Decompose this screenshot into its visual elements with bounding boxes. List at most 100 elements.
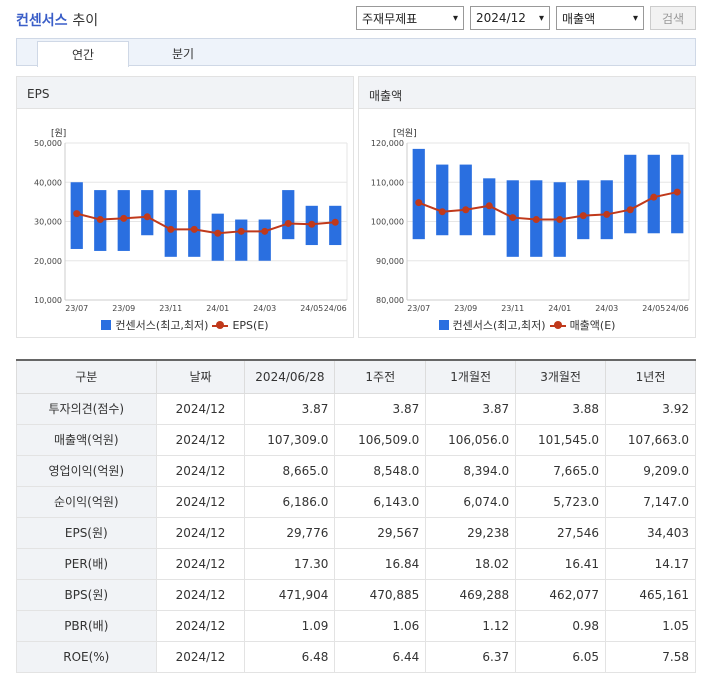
estimate-point bbox=[261, 227, 269, 235]
table-header-row: 구분 날짜 2024/06/28 1주전 1개월전 3개월전 1년전 bbox=[16, 359, 696, 394]
legend-range-label: 컨센서스(최고,최저) bbox=[115, 319, 209, 332]
x-tick-label: 24/03 bbox=[595, 304, 618, 313]
x-tick-label: 24/06 bbox=[666, 304, 689, 313]
estimate-point bbox=[626, 206, 634, 214]
estimate-point bbox=[650, 193, 658, 201]
table-row: 매출액(억원) 2024/12 107,309.0 106,509.0 106,056.… bbox=[16, 423, 696, 456]
x-tick-label: 23/09 bbox=[454, 304, 477, 313]
range-bar bbox=[436, 164, 449, 236]
row-value: 465,161 bbox=[605, 578, 696, 611]
tab-quarterly[interactable]: 분기 bbox=[171, 47, 195, 61]
x-tick-label: 24/05 bbox=[300, 304, 323, 313]
row-value: 6.37 bbox=[425, 640, 517, 673]
range-bar bbox=[211, 213, 224, 261]
row-value: 106,509.0 bbox=[334, 423, 427, 456]
eps-chart-legend: 컨센서스(최고,최저) EPS(E) bbox=[17, 317, 353, 333]
title-brand: 컨센서스 bbox=[16, 13, 68, 29]
estimate-point bbox=[485, 202, 493, 210]
row-value: 6,143.0 bbox=[334, 485, 427, 518]
estimate-point bbox=[73, 210, 81, 218]
estimate-point bbox=[556, 216, 564, 224]
row-date: 2024/12 bbox=[155, 516, 246, 549]
revenue-chart: [억원]120,000110,000100,00090,00080,00023/… bbox=[371, 127, 690, 313]
tab-annual[interactable]: 연간 bbox=[37, 41, 129, 67]
row-label: 투자의견(점수) bbox=[16, 392, 157, 425]
row-value: 17.30 bbox=[244, 547, 336, 580]
row-label: PBR(배) bbox=[16, 609, 157, 642]
estimate-point bbox=[462, 206, 470, 214]
row-value: 29,238 bbox=[425, 516, 517, 549]
revenue-chart-panel: 매출액 [억원] 120,000 110,000 100,000 90,000 80,00… bbox=[358, 76, 696, 338]
estimate-line bbox=[76, 212, 336, 235]
estimate-point bbox=[509, 214, 517, 222]
row-label: 영업이익(억원) bbox=[16, 454, 157, 487]
row-value: 6.05 bbox=[515, 640, 607, 673]
row-label: ROE(%) bbox=[16, 640, 157, 673]
legend-line-swatch bbox=[549, 321, 566, 329]
col-header: 1주전 bbox=[334, 359, 427, 394]
col-header: 2024/06/28 bbox=[244, 359, 336, 394]
row-value: 107,663.0 bbox=[605, 423, 696, 456]
controls: 주재무제표 ▾ 2024/12 ▾ 매출액 ▾ 검색 bbox=[356, 6, 696, 30]
metric-value: 매출액 bbox=[562, 11, 596, 26]
col-header: 1년전 bbox=[605, 359, 696, 394]
estimate-point bbox=[579, 212, 587, 220]
x-tick-label: 23/07 bbox=[407, 304, 430, 313]
table-row: 투자의견(점수) 2024/12 3.87 3.87 3.87 3.88 3.92 bbox=[16, 392, 696, 425]
range-bar bbox=[624, 154, 637, 234]
row-value: 29,567 bbox=[334, 516, 427, 549]
estimate-point bbox=[673, 188, 681, 196]
row-value: 8,394.0 bbox=[425, 454, 517, 487]
estimate-point bbox=[237, 227, 245, 235]
y-axis-label: [억원] bbox=[393, 127, 417, 139]
estimate-point bbox=[190, 225, 198, 233]
row-label: BPS(원) bbox=[16, 578, 157, 611]
page-title: 컨센서스 추이 bbox=[16, 10, 98, 30]
row-value: 1.05 bbox=[605, 609, 696, 642]
row-value: 5,723.0 bbox=[515, 485, 607, 518]
row-value: 101,545.0 bbox=[515, 423, 607, 456]
col-header: 3개월전 bbox=[515, 359, 607, 394]
metric-select[interactable]: 매출액 ▾ bbox=[556, 6, 644, 30]
row-date: 2024/12 bbox=[155, 423, 246, 456]
y-axis-label: [원] bbox=[51, 128, 66, 139]
estimate-point bbox=[415, 199, 423, 207]
row-value: 3.87 bbox=[334, 392, 427, 425]
legend-line-swatch bbox=[212, 321, 229, 329]
legend-line-label: 매출액(E) bbox=[569, 319, 616, 332]
col-header: 1개월전 bbox=[425, 359, 517, 394]
y-tick-label: 100,000 bbox=[371, 218, 404, 227]
search-button[interactable]: 검색 bbox=[650, 6, 696, 30]
table-row: PBR(배) 2024/12 1.09 1.06 1.12 0.98 1.05 bbox=[16, 609, 696, 642]
row-date: 2024/12 bbox=[155, 640, 246, 673]
row-label: PER(배) bbox=[16, 547, 157, 580]
y-tick-label: 10,000 bbox=[34, 296, 62, 305]
row-value: 462,077 bbox=[515, 578, 607, 611]
statement-type-select[interactable]: 주재무제표 ▾ bbox=[356, 6, 464, 30]
legend-line-label: EPS(E) bbox=[232, 318, 269, 332]
y-tick-label: 50,000 bbox=[34, 139, 62, 148]
row-value: 1.12 bbox=[425, 609, 517, 642]
row-date: 2024/12 bbox=[155, 454, 246, 487]
row-value: 14.17 bbox=[605, 547, 696, 580]
row-value: 7.58 bbox=[605, 640, 696, 673]
y-tick-label: 80,000 bbox=[376, 296, 404, 305]
row-value: 3.88 bbox=[515, 392, 607, 425]
row-value: 27,546 bbox=[515, 516, 607, 549]
row-value: 106,056.0 bbox=[425, 423, 517, 456]
period-select[interactable]: 2024/12 ▾ bbox=[470, 6, 550, 30]
range-bar bbox=[412, 148, 425, 240]
row-value: 18.02 bbox=[425, 547, 517, 580]
title-rest: 추이 bbox=[72, 13, 99, 29]
row-label: EPS(원) bbox=[16, 516, 157, 549]
range-bar bbox=[459, 164, 472, 236]
row-value: 107,309.0 bbox=[244, 423, 336, 456]
x-tick-label: 23/11 bbox=[501, 304, 524, 313]
period-value: 2024/12 bbox=[476, 11, 526, 25]
table-row: 순이익(억원) 2024/12 6,186.0 6,143.0 6,074.0 5,723… bbox=[16, 485, 696, 518]
estimate-point bbox=[96, 216, 104, 224]
range-bar bbox=[235, 219, 248, 261]
col-header: 구분 bbox=[16, 359, 157, 394]
legend-bar-swatch bbox=[438, 320, 449, 330]
